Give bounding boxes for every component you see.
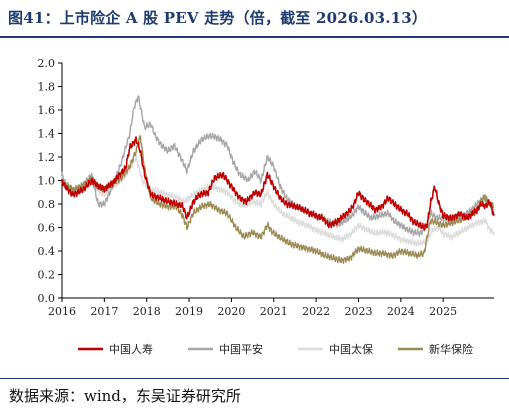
series-line-3	[61, 153, 495, 247]
chart-series	[61, 95, 495, 265]
y-tick-label: 1.6	[38, 104, 56, 117]
x-tick-label: 2022	[302, 305, 330, 318]
y-tick-label: 0.0	[38, 292, 56, 305]
x-tick-label: 2019	[175, 305, 203, 318]
x-tick-label: 2020	[217, 305, 245, 318]
y-tick-label: 1.8	[38, 81, 56, 94]
series-line-1	[61, 136, 495, 231]
x-tick-label: 2017	[90, 305, 118, 318]
legend-label-1: 中国人寿	[109, 342, 153, 356]
legend-label-4: 新华保险	[429, 342, 473, 356]
pev-line-chart: 0.0 0.2 0.4 0.6 0.8 1.0 1.2 1.4 1.6 1.8 2.0 2016 201…	[38, 57, 495, 356]
chart-legend: 中国人寿 中国平安 中国太保 新华保险	[78, 342, 473, 356]
chart-title: 图41：上市险企 A 股 PEV 走势（倍，截至 2026.03.13）	[8, 9, 428, 27]
x-tick-label: 2018	[133, 305, 161, 318]
legend-label-3: 中国太保	[329, 342, 373, 356]
title-divider	[0, 36, 509, 38]
y-tick-label: 0.2	[38, 269, 56, 282]
series-line-2	[61, 95, 495, 237]
series-line-4	[61, 135, 495, 265]
y-tick-label: 0.8	[38, 198, 56, 211]
y-tick-label: 0.6	[38, 222, 56, 235]
chart-axes: 0.0 0.2 0.4 0.6 0.8 1.0 1.2 1.4 1.6 1.8 2.0 2016 201…	[38, 57, 494, 318]
y-tick-label: 1.0	[38, 175, 56, 188]
x-tick-label: 2016	[48, 305, 76, 318]
x-tick-label: 2024	[387, 305, 415, 318]
x-tick-label: 2021	[260, 305, 288, 318]
y-tick-label: 2.0	[38, 57, 56, 70]
x-tick-label: 2025	[429, 305, 457, 318]
data-source: 数据来源：wind，东吴证券研究所	[9, 387, 241, 405]
y-tick-label: 1.4	[38, 128, 56, 141]
source-divider	[0, 378, 509, 379]
y-tick-label: 1.2	[38, 151, 56, 164]
x-tick-label: 2023	[344, 305, 372, 318]
y-tick-label: 0.4	[38, 245, 56, 258]
legend-label-2: 中国平安	[219, 342, 263, 356]
